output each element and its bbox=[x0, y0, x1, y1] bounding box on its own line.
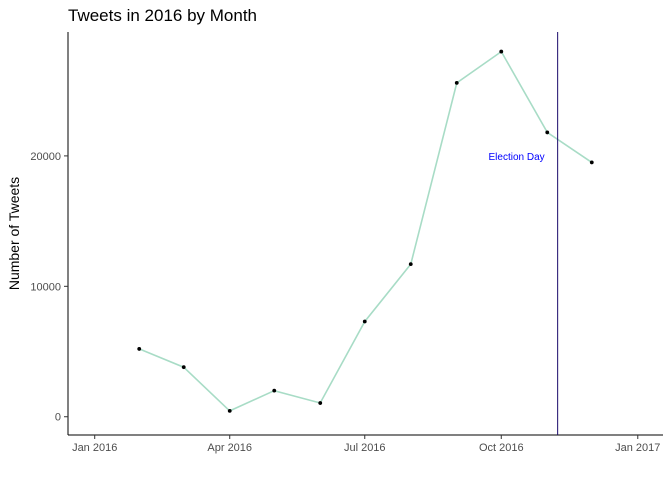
chart-labels: Number of Tweets Election Day bbox=[6, 152, 545, 290]
series-line bbox=[138, 50, 593, 412]
data-point bbox=[137, 347, 142, 351]
data-point bbox=[227, 408, 232, 413]
data-point bbox=[589, 160, 594, 165]
x-tick-label: Apr 2016 bbox=[207, 442, 252, 454]
chart-marks bbox=[137, 32, 594, 435]
data-point bbox=[499, 49, 504, 54]
data-point bbox=[362, 319, 367, 324]
x-tick-label: Jul 2016 bbox=[344, 442, 386, 454]
y-tick-label: 20000 bbox=[30, 151, 61, 163]
data-point bbox=[181, 365, 186, 370]
y-axis-title: Number of Tweets bbox=[6, 177, 22, 290]
x-tick-label: Oct 2016 bbox=[479, 442, 524, 454]
chart-title: Tweets in 2016 by Month bbox=[68, 6, 258, 25]
x-tick-label: Jan 2016 bbox=[72, 442, 117, 454]
data-point bbox=[454, 80, 459, 85]
data-point bbox=[318, 401, 323, 405]
election-day-label: Election Day bbox=[489, 152, 545, 163]
y-tick-label: 0 bbox=[55, 412, 61, 424]
data-point bbox=[272, 388, 277, 393]
x-tick-label: Jan 2017 bbox=[615, 442, 660, 454]
data-point bbox=[545, 130, 550, 135]
axes: Jan 2016 Apr 2016 Jul 2016 Oct 2016 Jan 2017… bbox=[30, 32, 663, 454]
y-tick-label: 10000 bbox=[30, 281, 61, 293]
data-point bbox=[408, 262, 413, 267]
